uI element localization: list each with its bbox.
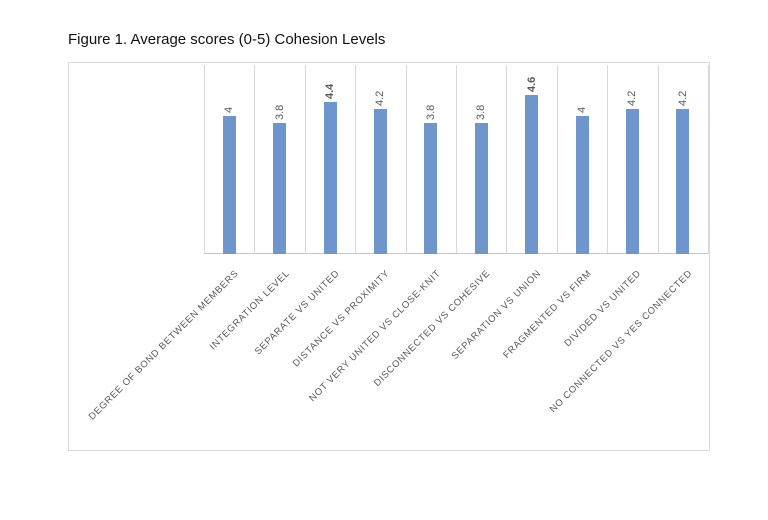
gridline <box>708 65 709 254</box>
gridline <box>506 65 507 254</box>
bar-value-label: 4.4 <box>324 83 336 99</box>
gridline <box>456 65 457 254</box>
bar <box>475 123 488 254</box>
bar <box>576 116 589 254</box>
bar <box>223 116 236 254</box>
bar-value-label: 3.8 <box>425 104 437 120</box>
bar <box>324 102 337 254</box>
gridline <box>204 65 205 254</box>
bar-value-label: 4.2 <box>374 90 386 106</box>
bar-value-label: 4.2 <box>626 90 638 106</box>
category-label: SEPARATE VS UNITED <box>252 268 342 358</box>
gridline <box>406 65 407 254</box>
bar <box>626 109 639 254</box>
bar-value-label: 4.6 <box>526 76 538 92</box>
category-label: DISTANCE VS PROXIMITY <box>290 268 392 370</box>
bar-value-label: 3.8 <box>274 104 286 120</box>
gridline <box>355 65 356 254</box>
bar <box>374 109 387 254</box>
gridline <box>658 65 659 254</box>
gridline <box>607 65 608 254</box>
bar-value-label: 4 <box>576 106 588 113</box>
bar-chart: 4 3.8 4.4 4.2 3.8 3.8 4.6 4 4.2 4.2 DEGREE OF BON… <box>68 62 710 451</box>
bar <box>676 109 689 254</box>
category-label: FRAGMENTED VS FIRM <box>500 268 594 361</box>
category-label: SEPARATION VS UNION <box>449 268 544 362</box>
gridline <box>557 65 558 254</box>
gridline <box>305 65 306 254</box>
bar <box>424 123 437 254</box>
x-axis-line <box>204 253 708 254</box>
bar <box>273 123 286 254</box>
bar <box>525 95 538 254</box>
bar-value-label: 4 <box>223 106 235 113</box>
bar-value-label: 4.2 <box>677 90 689 106</box>
chart-title: Figure 1. Average scores (0-5) Cohesion … <box>68 31 386 48</box>
bar-value-label: 3.8 <box>475 104 487 120</box>
gridline <box>254 65 255 254</box>
plot-area: 4 3.8 4.4 4.2 3.8 3.8 4.6 4 4.2 4.2 <box>204 65 709 254</box>
